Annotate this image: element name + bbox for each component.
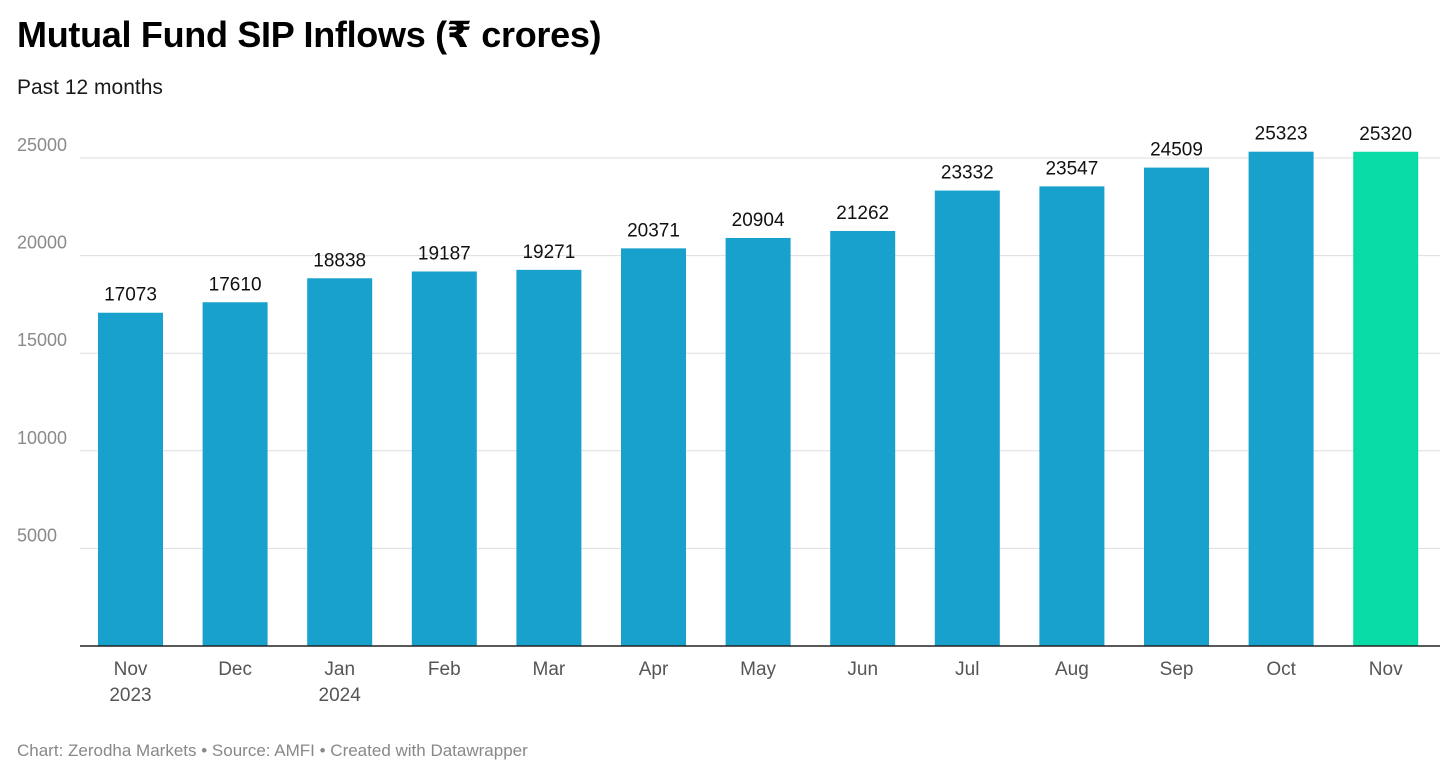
data-label: 20904 bbox=[732, 210, 785, 231]
data-label: 24509 bbox=[1150, 140, 1203, 161]
x-tick-label: 2023 bbox=[109, 685, 151, 706]
x-tick-label: Jul bbox=[955, 659, 979, 680]
data-label: 17073 bbox=[104, 285, 157, 306]
x-tick-label: 2024 bbox=[319, 685, 362, 706]
bar bbox=[1144, 167, 1209, 646]
bar bbox=[411, 271, 477, 646]
bar bbox=[307, 278, 373, 646]
bar bbox=[725, 237, 791, 646]
x-tick-label: Aug bbox=[1055, 659, 1089, 680]
y-tick-label: 15000 bbox=[17, 330, 67, 350]
bar bbox=[830, 230, 896, 646]
data-label: 21262 bbox=[836, 203, 889, 224]
data-label: 25323 bbox=[1255, 124, 1308, 145]
x-tick-label: Sep bbox=[1160, 659, 1194, 680]
data-label: 23332 bbox=[941, 163, 994, 184]
data-label: 17610 bbox=[209, 274, 262, 295]
x-tick-label: Apr bbox=[639, 659, 669, 680]
bar bbox=[1039, 186, 1105, 647]
x-tick-label: Feb bbox=[428, 659, 461, 680]
data-label: 19271 bbox=[522, 242, 575, 263]
axes: 5000 10000 15000 20000 25000 Nov 2023 Dec Jan 202… bbox=[17, 135, 1440, 706]
x-tick-label: Nov bbox=[114, 659, 148, 680]
x-tick-label: Jan bbox=[324, 659, 355, 680]
bars bbox=[98, 151, 1419, 647]
y-tick-label: 5000 bbox=[17, 525, 57, 545]
x-tick-label: Oct bbox=[1266, 659, 1296, 680]
y-tick-label: 25000 bbox=[17, 135, 67, 155]
bar bbox=[1248, 151, 1314, 646]
chart-subtitle: Past 12 months bbox=[17, 76, 163, 99]
chart-title: Mutual Fund SIP Inflows (₹ crores) bbox=[17, 14, 602, 55]
chart-footer: Chart: Zerodha Markets • Source: AMFI • … bbox=[17, 741, 528, 760]
y-tick-label: 10000 bbox=[17, 428, 67, 448]
y-tick-label: 20000 bbox=[17, 233, 67, 253]
bar bbox=[516, 269, 582, 646]
bar bbox=[98, 312, 163, 646]
x-tick-label: Jun bbox=[847, 659, 878, 680]
x-tick-label: May bbox=[740, 659, 776, 680]
bar bbox=[1353, 151, 1419, 646]
data-label: 19187 bbox=[418, 243, 471, 264]
data-label: 23547 bbox=[1045, 158, 1098, 179]
data-label: 25320 bbox=[1359, 124, 1412, 145]
bar bbox=[621, 248, 686, 646]
x-tick-label: Nov bbox=[1369, 659, 1403, 680]
data-labels: 17073 17610 18838 19187 19271 20371 20904 21262… bbox=[104, 124, 1412, 306]
x-tick-label: Dec bbox=[218, 659, 252, 680]
data-label: 20371 bbox=[627, 220, 680, 241]
x-tick-label: Mar bbox=[533, 659, 566, 680]
data-label: 18838 bbox=[313, 250, 366, 271]
bar bbox=[934, 190, 1000, 646]
bar bbox=[202, 302, 268, 646]
